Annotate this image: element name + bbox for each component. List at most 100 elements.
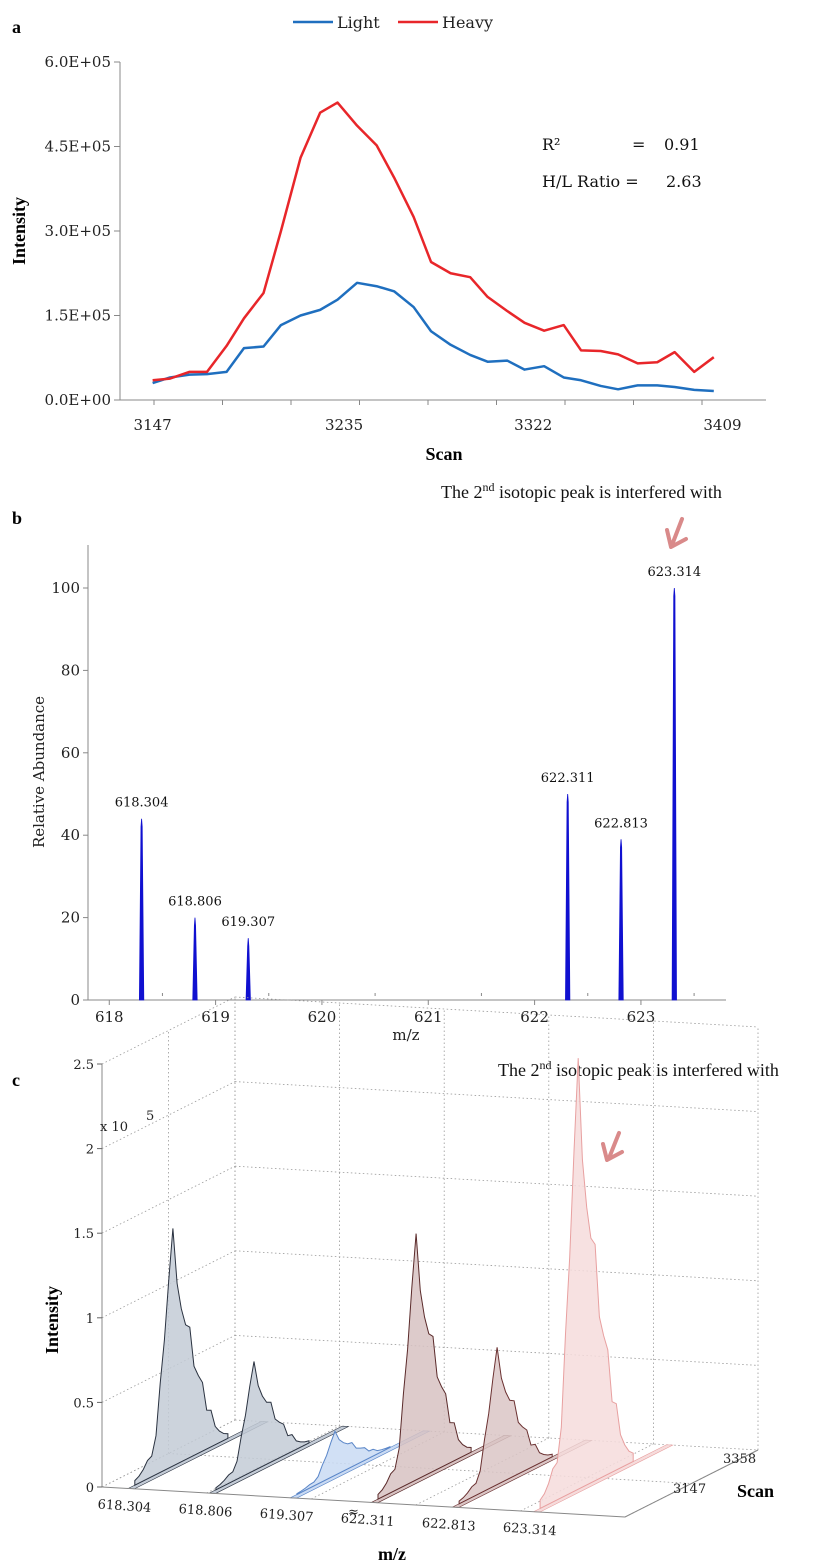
stats-annotation: R² = 0.91 H/L Ratio = 2.63 — [542, 135, 702, 191]
grid-line — [234, 1165, 759, 1197]
x-tick-label: 3235 — [325, 416, 363, 434]
peak-bar — [192, 917, 198, 1001]
mz-tick-label: 619.307 — [259, 1507, 314, 1526]
panel-c-3d-chromatogram: c The 2nd isotopic peak is interfered wi… — [12, 996, 779, 1564]
trace-profile — [458, 1347, 553, 1505]
x-tick-label: 622 — [520, 1008, 549, 1026]
scan-tick-3358: 3358 — [723, 1452, 756, 1467]
peak-bar — [618, 839, 624, 1001]
x-tick-label: 3147 — [134, 416, 172, 434]
y-tick-label: 2 — [86, 1143, 94, 1158]
y-exponent-power: 5 — [146, 1109, 154, 1124]
y-tick-label: 80 — [61, 661, 80, 679]
mz-tick-label: 622.813 — [421, 1516, 476, 1535]
legend: Light Heavy — [293, 13, 493, 32]
mz-tick-label: 618.806 — [178, 1502, 233, 1521]
grid-line — [234, 1250, 759, 1282]
grid-line — [101, 1250, 236, 1319]
interference-arrow — [601, 1131, 624, 1162]
y-tick-label: 0 — [86, 1481, 94, 1496]
peak-label: 622.311 — [541, 771, 595, 786]
peak-label: 619.307 — [221, 915, 275, 930]
x-tick-label: 620 — [308, 1008, 337, 1026]
x-tick-label: 3409 — [703, 416, 741, 434]
panel-a-line-chart: a Light Heavy 0.0E+00 1.5E+05 3.0E+05 4.5E+… — [9, 13, 766, 464]
grid-line — [101, 1335, 236, 1403]
series-line-heavy — [152, 101, 715, 382]
panel-c-letter: c — [12, 1070, 20, 1090]
trace-profile — [296, 1430, 391, 1496]
series-line-light — [152, 281, 714, 393]
grid-line — [101, 1081, 236, 1149]
y-tick-label: 60 — [61, 744, 80, 762]
y-axis-title: Intensity — [42, 1286, 62, 1354]
peak-label: 618.304 — [115, 796, 169, 811]
y-tick-label: 2.5 — [73, 1058, 94, 1073]
y-exponent-label: x 10 — [100, 1120, 128, 1135]
trace-profile — [377, 1233, 472, 1500]
panel-a-letter: a — [12, 17, 21, 37]
y-tick-label: 0.5 — [73, 1396, 94, 1411]
scan-axis-title: Scan — [737, 1481, 774, 1501]
x-tick-label: 623 — [627, 1008, 656, 1026]
x-tick-label: 621 — [414, 1008, 443, 1026]
mz-tick-label: 622.311 — [340, 1511, 395, 1530]
x-tick-label: 618 — [95, 1008, 124, 1026]
legend-label-heavy: Heavy — [442, 13, 493, 32]
trace-619.307: 619.307 — [259, 1430, 431, 1526]
peak-bar — [245, 938, 251, 1001]
y-tick-label: 1.5 — [73, 1227, 94, 1242]
y-tick-label: 40 — [61, 826, 80, 844]
y-tick-label: 1.5E+05 — [45, 307, 111, 325]
r2-label: R² — [542, 135, 560, 154]
y-tick-label: 1 — [86, 1312, 94, 1327]
x-axis — [101, 1486, 626, 1518]
mz-tick-label: 618.304 — [97, 1497, 152, 1516]
grid-line — [234, 1335, 759, 1366]
x-tick-label: 619 — [201, 1008, 230, 1026]
peak-bar — [138, 818, 145, 1001]
y-tick-label: 3.0E+05 — [45, 222, 111, 240]
y-tick-label: 20 — [61, 909, 80, 927]
panel-b-letter: b — [12, 508, 22, 528]
interference-arrow — [665, 517, 688, 549]
y-axis-title: Relative Abundance — [30, 696, 48, 848]
x-axis-title: m/z — [392, 1026, 419, 1044]
r2-equals: = — [632, 135, 645, 154]
panel-b-note: The 2nd isotopic peak is interfered with — [441, 480, 722, 502]
y-axis-title: Intensity — [9, 197, 29, 265]
scan-tick-3147: 3147 — [673, 1482, 706, 1497]
x-axis-title: Scan — [425, 444, 462, 464]
panel-b-spectrum: b The 2nd isotopic peak is interfered wi… — [12, 480, 726, 1044]
trace-profile — [215, 1361, 310, 1491]
peak-bar — [671, 587, 677, 1001]
panel-c-note: The 2nd isotopic peak is interfered with — [498, 1058, 779, 1080]
y-tick-label: 0 — [70, 991, 80, 1009]
grid-line — [101, 1165, 236, 1234]
trace-profile — [134, 1228, 229, 1487]
grid-line — [234, 996, 759, 1028]
ratio-value: 2.63 — [666, 172, 702, 191]
peak-label: 623.314 — [647, 565, 701, 580]
mz-tick-label: 623.314 — [502, 1521, 557, 1540]
y-tick-label: 0.0E+00 — [45, 391, 111, 409]
scan-axis — [624, 1449, 759, 1518]
trace-623.314: 623.314 — [502, 1058, 674, 1540]
peak-label: 622.813 — [594, 816, 648, 831]
y-tick-label: 4.5E+05 — [45, 138, 111, 156]
y-tick-label: 100 — [51, 579, 80, 597]
r2-value: 0.91 — [664, 135, 700, 154]
ratio-label: H/L Ratio = — [542, 172, 639, 191]
peak-label: 618.806 — [168, 895, 222, 910]
trace-profile — [539, 1058, 634, 1510]
axis-break-mark: ≈ — [348, 1505, 359, 1520]
y-tick-label: 6.0E+05 — [45, 53, 111, 71]
trace-618.806: 618.806 — [178, 1361, 350, 1521]
x-axis-title: m/z — [378, 1544, 406, 1564]
grid-line — [101, 996, 236, 1065]
grid-line — [234, 1081, 759, 1112]
x-tick-label: 3322 — [514, 416, 552, 434]
legend-label-light: Light — [337, 13, 380, 32]
peak-bar — [565, 793, 571, 1001]
